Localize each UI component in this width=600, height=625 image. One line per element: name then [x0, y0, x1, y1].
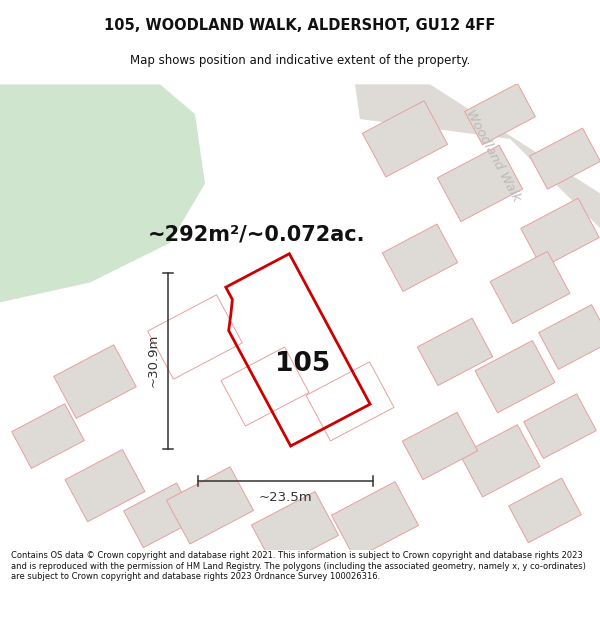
Polygon shape	[460, 425, 540, 497]
Text: Woodland Walk: Woodland Walk	[463, 107, 523, 204]
Polygon shape	[521, 198, 599, 268]
Text: Map shows position and indicative extent of the property.: Map shows position and indicative extent…	[130, 54, 470, 68]
Polygon shape	[331, 482, 419, 559]
Polygon shape	[509, 478, 581, 542]
Polygon shape	[490, 251, 570, 324]
Polygon shape	[382, 224, 458, 291]
Polygon shape	[437, 145, 523, 222]
Polygon shape	[166, 467, 254, 544]
Text: ~30.9m: ~30.9m	[147, 334, 160, 388]
Polygon shape	[124, 483, 196, 548]
Polygon shape	[530, 128, 600, 189]
Polygon shape	[464, 84, 535, 144]
Polygon shape	[65, 449, 145, 522]
Polygon shape	[11, 404, 85, 468]
Polygon shape	[403, 412, 478, 479]
Polygon shape	[418, 318, 493, 386]
Polygon shape	[539, 304, 600, 369]
Text: 105, WOODLAND WALK, ALDERSHOT, GU12 4FF: 105, WOODLAND WALK, ALDERSHOT, GU12 4FF	[104, 18, 496, 32]
Polygon shape	[362, 101, 448, 177]
Polygon shape	[475, 341, 555, 412]
Text: Contains OS data © Crown copyright and database right 2021. This information is : Contains OS data © Crown copyright and d…	[11, 551, 586, 581]
Text: ~292m²/~0.072ac.: ~292m²/~0.072ac.	[148, 225, 365, 245]
Text: 105: 105	[275, 351, 331, 377]
Text: ~23.5m: ~23.5m	[259, 491, 313, 504]
Polygon shape	[251, 492, 338, 569]
Polygon shape	[355, 84, 600, 228]
Polygon shape	[0, 84, 205, 302]
Polygon shape	[54, 345, 136, 418]
Polygon shape	[524, 394, 596, 459]
